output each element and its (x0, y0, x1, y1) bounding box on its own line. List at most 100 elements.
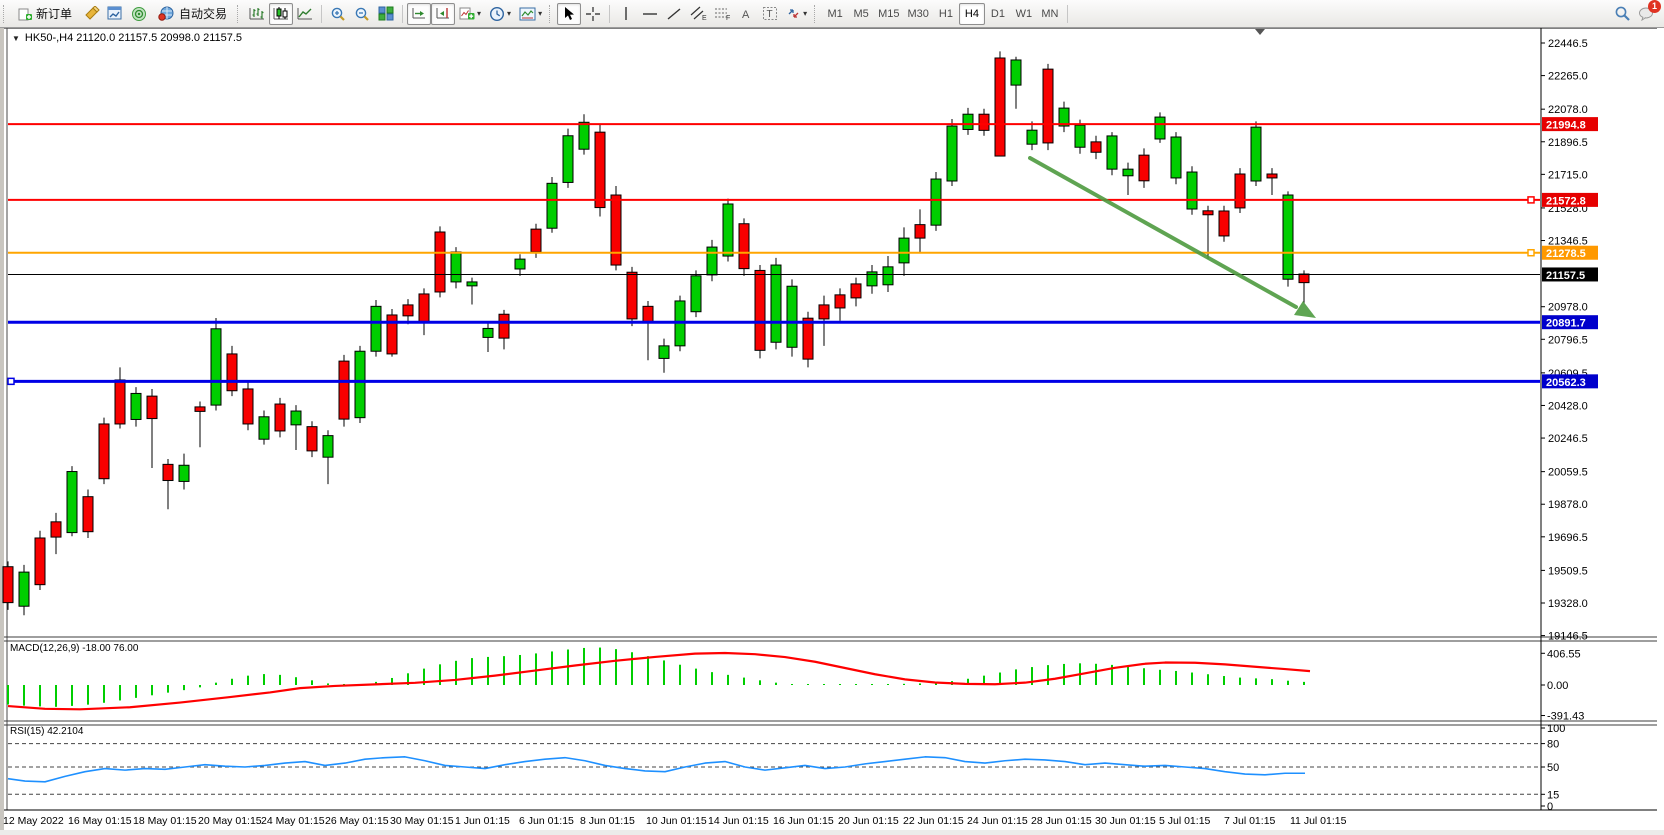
candle-bearish (1266, 173, 1278, 179)
candlestick-chart-button[interactable] (269, 2, 294, 25)
price-axis-tick-label: 19146.5 (1548, 631, 1588, 643)
autotrading-button[interactable]: 自动交易 (151, 3, 234, 25)
price-line-badge (1542, 245, 1598, 260)
candle-bearish (834, 294, 846, 309)
fibonacci-tool-button[interactable]: F (710, 3, 734, 25)
candle-bullish (658, 345, 670, 359)
price-line-badge-label: 21994.8 (1546, 120, 1586, 132)
new-order-button[interactable]: 新订单 (11, 3, 79, 25)
timeframe-toolbar: M1 M5 M15 M30 H1 H4 D1 W1 MN (822, 2, 1063, 26)
hline-handle[interactable] (1527, 196, 1535, 204)
tab-timeframe-d1[interactable]: D1 (990, 7, 1005, 20)
zoom-in-button[interactable] (326, 3, 350, 25)
navigator-button[interactable] (127, 3, 151, 25)
new-order-icon (18, 8, 32, 20)
cursor-tool-button[interactable] (557, 2, 582, 25)
candle-bullish (578, 121, 590, 150)
text-label-tool-button[interactable]: T (758, 3, 782, 25)
candle-bullish (1026, 129, 1038, 145)
periods-button[interactable]: ▾ (485, 3, 515, 25)
tile-windows-button[interactable] (374, 3, 398, 25)
chart-shift-button[interactable] (431, 2, 456, 25)
trendline-tool-button[interactable] (662, 3, 686, 25)
notifications-button[interactable]: 1 (1634, 0, 1661, 25)
clear-charts-button[interactable] (79, 3, 103, 25)
hline-handle[interactable] (1527, 248, 1535, 257)
arrows-icon (788, 9, 799, 18)
tab-timeframe-w1[interactable]: W1 (1015, 7, 1033, 20)
date-axis-label: 30 Jun 01:15 (1095, 815, 1156, 827)
candle-bearish (1218, 210, 1230, 237)
candle-bullish (546, 182, 558, 229)
window-edge (0, 27, 4, 835)
line-chart-button[interactable] (293, 3, 317, 25)
market-watch-icon (107, 6, 122, 20)
candle-bullish (322, 435, 334, 458)
rsi-axis-tick-label: 80 (1547, 739, 1559, 751)
clock-icon (490, 6, 505, 21)
navigator-icon (132, 6, 147, 21)
candle-bearish (1090, 141, 1102, 153)
crosshair-tool-button[interactable] (581, 3, 605, 25)
indicators-button[interactable]: ▾ (455, 3, 485, 25)
tab-timeframe-mn[interactable]: MN (1041, 7, 1059, 20)
tab-timeframe-m15[interactable]: M15 (878, 7, 900, 20)
channel-tool-button[interactable]: E (686, 3, 710, 25)
date-axis-label: 18 May 01:15 (133, 815, 197, 827)
search-button[interactable] (1610, 3, 1634, 25)
toolbar-separator (1066, 4, 1068, 23)
market-watch-button[interactable] (103, 3, 127, 25)
price-axis-tick-label: 19696.5 (1548, 532, 1588, 544)
date-axis-label: 16 Jun 01:15 (773, 815, 834, 827)
date-axis-label: 7 Jul 01:15 (1224, 815, 1276, 827)
auto-scroll-button[interactable] (407, 2, 432, 25)
vertical-line-tool-button[interactable] (614, 3, 638, 25)
candle-bullish (258, 416, 270, 440)
candle-bearish (1298, 273, 1310, 284)
price-line-badge (1542, 267, 1598, 282)
date-axis-label: 16 May 01:15 (68, 815, 132, 827)
line-chart-icon (297, 8, 313, 20)
text-tool-button[interactable]: A (734, 3, 758, 25)
toolbar-grip (3, 4, 8, 23)
trend-arrow-head[interactable] (1294, 301, 1316, 318)
horizontal-line-tool-button[interactable] (638, 3, 662, 25)
date-axis-label: 11 Jul 01:15 (1290, 815, 1347, 827)
candle-bearish (226, 353, 238, 392)
date-axis-label: 6 Jun 01:15 (519, 815, 574, 827)
candle-bearish (146, 395, 158, 420)
tab-timeframe-h4[interactable]: H4 (958, 2, 985, 25)
candle-bullish (514, 258, 526, 270)
candle-bearish (1138, 154, 1150, 182)
templates-button[interactable]: ▾ (515, 3, 546, 25)
svg-text:E: E (702, 15, 707, 21)
symbol-dropdown-icon[interactable]: ▼ (12, 33, 20, 43)
candle-bearish (162, 463, 174, 482)
status-strip (0, 830, 1664, 835)
tab-timeframe-m5[interactable]: M5 (853, 7, 869, 20)
macd-signal-line (7, 651, 1311, 711)
chart-shift-marker (1255, 29, 1265, 35)
toolbar-grip (549, 4, 554, 23)
candle-bearish (530, 228, 542, 253)
price-axis-tick-label: 22265.0 (1548, 71, 1588, 83)
date-axis-label: 28 Jun 01:15 (1031, 815, 1092, 827)
candle-bearish (994, 57, 1006, 157)
macd-axis-tick-label: 406.55 (1547, 648, 1581, 660)
hline-handle[interactable] (7, 377, 15, 386)
candle-bullish (1122, 168, 1134, 177)
candle-bullish (18, 571, 30, 607)
bar-chart-button[interactable] (245, 3, 269, 25)
tab-timeframe-h1[interactable]: H1 (938, 7, 953, 20)
tab-timeframe-m1[interactable]: M1 (827, 7, 843, 20)
arrows-tool-button[interactable]: ▾ (782, 3, 811, 25)
date-axis-label: 30 May 01:15 (390, 815, 454, 827)
chart-canvas[interactable]: 22446.5 22265.0 22078.0 21896.5 21715.0 21528… (0, 27, 1664, 835)
zoom-out-button[interactable] (350, 3, 374, 25)
trend-arrow-line[interactable] (1028, 156, 1298, 309)
candle-bullish (786, 285, 798, 348)
macd-axis-tick-label: 0.00 (1547, 680, 1568, 692)
equidistant-channel-icon: E (690, 6, 707, 21)
tab-timeframe-m30[interactable]: M30 (907, 7, 929, 20)
